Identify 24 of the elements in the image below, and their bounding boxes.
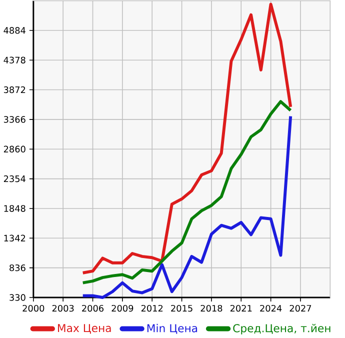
legend-label: Min Цена	[147, 324, 198, 334]
x-tick-label: 2024	[260, 305, 282, 312]
y-tick-label: 2860	[4, 146, 26, 153]
y-tick-label: 3872	[4, 86, 26, 94]
y-tick-label: 4884	[4, 27, 26, 34]
y-tick-label: 3366	[4, 116, 26, 123]
y-tick-label: 2354	[4, 176, 26, 182]
x-tick-label: 2009	[112, 305, 134, 312]
line-series	[81, 2, 292, 275]
y-tick-label: 4378	[4, 56, 26, 64]
x-tick-label: 2000	[22, 305, 44, 312]
y-tick-label: 1342	[4, 234, 26, 242]
x-tick-label: 2015	[171, 305, 192, 312]
y-tick-label: 836	[10, 264, 26, 272]
x-tick-label: 2027	[290, 305, 312, 312]
x-tick-label: 2006	[82, 305, 104, 312]
x-tick-label: 2003	[52, 305, 74, 312]
legend-label: Max Цена	[58, 324, 111, 334]
x-tick-label: 2012	[141, 305, 163, 312]
x-tick-label: 2021	[230, 305, 252, 312]
y-tick-label: 1848	[4, 205, 26, 212]
legend-label: Сред.Цена, т.йен	[233, 324, 330, 335]
x-tick-label: 2018	[200, 305, 222, 312]
y-tick-label: 330	[10, 294, 26, 302]
